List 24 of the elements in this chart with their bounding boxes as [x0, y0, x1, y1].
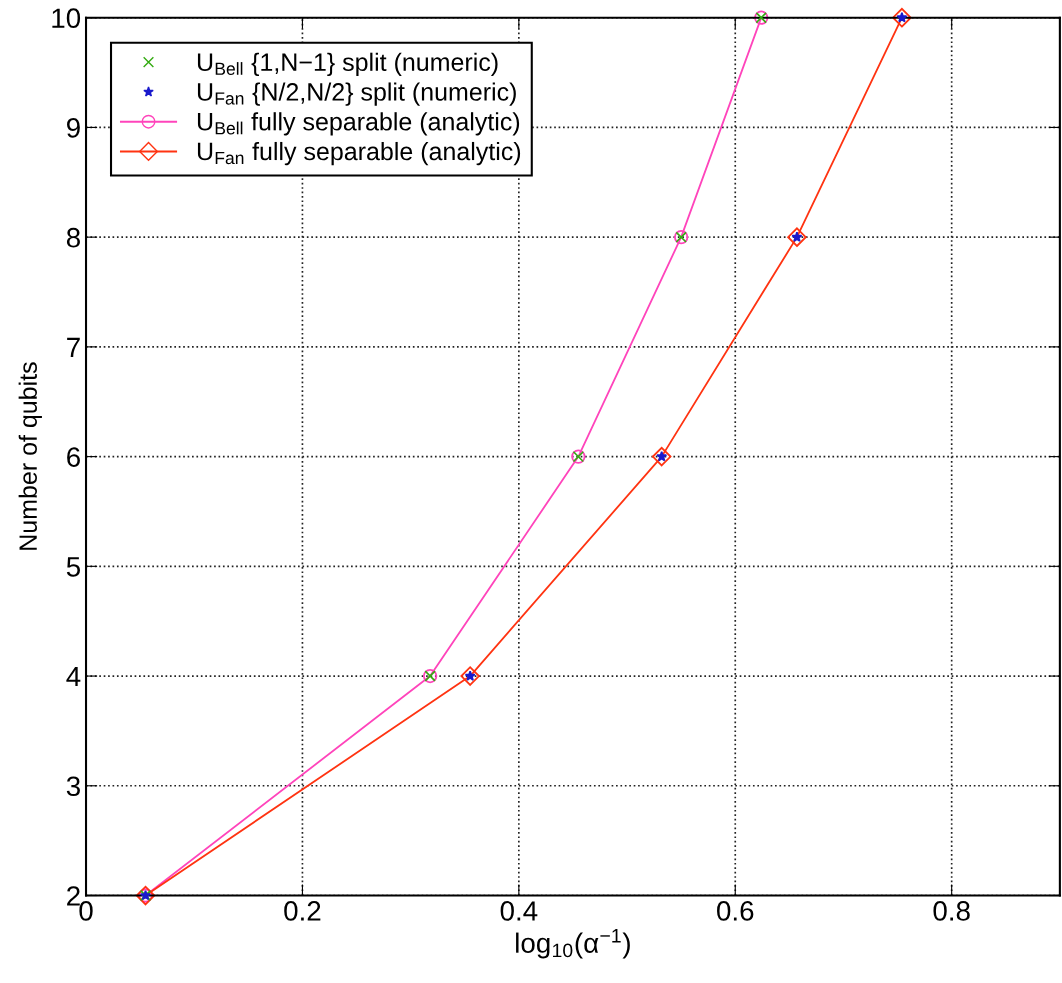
y-tick-label: 3 [66, 776, 80, 797]
y-axis-title: Number of qubits [18, 362, 42, 550]
legend-label: U$_{Bell}$ {1,N−1} split (numeric) [197, 52, 498, 76]
point [787, 227, 807, 247]
point [651, 446, 672, 467]
y-tick-label: 7 [67, 337, 80, 357]
y-tick-label: 4 [66, 667, 81, 687]
x-axis-title: log$_{10}$(α$^{−1}$) [516, 929, 630, 959]
y-tick-label: 9 [67, 118, 80, 138]
legend-label: U$_{Fan}$ fully separable (analytic) [197, 141, 521, 166]
x-tick-label: 0.6 [717, 901, 754, 921]
y-tick-label: 6 [67, 447, 80, 467]
y-tick-label: 2 [67, 886, 80, 906]
legend-label: U$_{Fan}$ {N/2,N/2} split (numeric) [197, 82, 516, 106]
point [460, 666, 480, 686]
x-tick-label: 0.8 [933, 901, 970, 921]
x-tick-label: 0 [79, 901, 93, 921]
y-tick-label: 5 [66, 557, 80, 577]
x-tick-label: 0.2 [284, 901, 321, 921]
y-tick-label: 8 [66, 227, 80, 248]
y-tick-label: 10 [52, 8, 81, 29]
x-tick-label: 0.4 [500, 901, 538, 921]
point [892, 7, 912, 28]
legend-label: U$_{Bell}$ fully separable (analytic) [197, 112, 520, 136]
